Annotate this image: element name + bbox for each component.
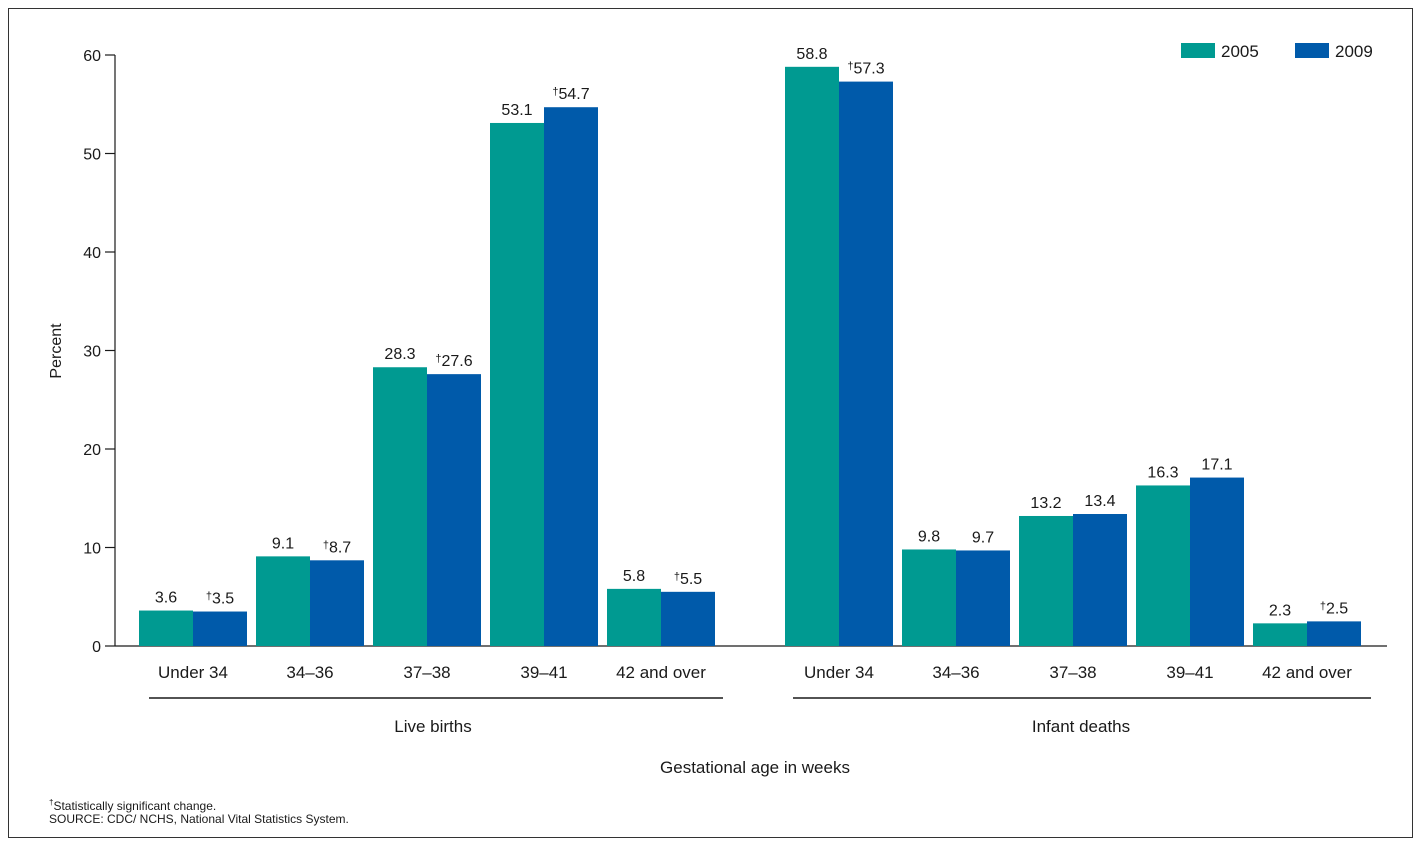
group-label: Live births	[394, 717, 471, 736]
data-label-value: 2.5	[1326, 600, 1348, 617]
data-label-value: 3.5	[212, 591, 234, 608]
bar-2005	[902, 549, 956, 646]
category-label: 37–38	[1049, 663, 1096, 682]
data-label: 9.7	[972, 529, 994, 546]
bar-2009	[427, 374, 481, 646]
category-label: 39–41	[520, 663, 567, 682]
dagger-mark: †	[674, 571, 680, 583]
legend-swatch-2009	[1295, 43, 1329, 58]
data-label: †57.3	[847, 61, 884, 78]
data-label: 3.6	[155, 590, 177, 607]
data-label-value: 8.7	[329, 539, 351, 556]
bar-2009	[193, 611, 247, 646]
data-label: 16.3	[1147, 464, 1178, 481]
data-label: †2.5	[1320, 600, 1348, 617]
legend-swatch-2005	[1181, 43, 1215, 58]
bar-2009	[1307, 621, 1361, 646]
bar-2009	[544, 107, 598, 646]
dagger-mark: †	[435, 353, 441, 365]
y-tick-label: 10	[83, 541, 101, 558]
bar-2005	[785, 66, 839, 646]
bar-2009	[1190, 477, 1244, 646]
bar-2009	[956, 550, 1010, 646]
bar-2005	[607, 588, 661, 646]
bar-2005	[490, 122, 544, 647]
group-label: Infant deaths	[1032, 717, 1130, 736]
data-label-value: 5.5	[680, 571, 702, 588]
bar-2005	[373, 367, 427, 646]
y-tick-label: 30	[83, 344, 101, 361]
x-axis-title: Gestational age in weeks	[660, 758, 850, 777]
bar-2009	[310, 560, 364, 646]
source-note: SOURCE: CDC/ NCHS, National Vital Statis…	[49, 812, 349, 826]
dagger-mark: †	[552, 86, 558, 98]
bar-2005	[1019, 515, 1073, 646]
figure-frame: 0 10 20 30 40 50 60 Percent 3.6 †3.5 Under 34 9.1 †8…	[8, 8, 1413, 838]
data-label: 5.8	[623, 568, 645, 585]
significance-text: Statistically significant change.	[53, 799, 217, 813]
data-label: 13.2	[1030, 495, 1061, 512]
legend-label-2005: 2005	[1221, 42, 1259, 61]
category-label: 34–36	[286, 663, 333, 682]
dagger-mark: †	[206, 591, 212, 603]
legend-label-2009: 2009	[1335, 42, 1373, 61]
y-tick-label: 0	[92, 639, 101, 656]
bar-2005	[139, 610, 193, 646]
y-tick-label: 60	[83, 48, 101, 65]
data-label: 13.4	[1084, 493, 1115, 510]
data-label-value: 54.7	[558, 86, 589, 103]
data-label: †8.7	[323, 539, 351, 556]
dagger-mark: †	[1320, 601, 1326, 613]
category-label: 39–41	[1166, 663, 1213, 682]
bar-2009	[661, 591, 715, 646]
bar-2005	[1136, 485, 1190, 646]
data-label: 58.8	[796, 46, 827, 63]
y-axis-title: Percent	[48, 323, 65, 379]
bar-2005	[1253, 623, 1307, 646]
dagger-mark: †	[847, 61, 853, 73]
dagger-mark: †	[49, 798, 54, 807]
category-label: 42 and over	[1262, 663, 1352, 682]
category-label: 42 and over	[616, 663, 706, 682]
category-label: Under 34	[804, 663, 874, 682]
data-label: 2.3	[1269, 602, 1291, 619]
category-label: Under 34	[158, 663, 228, 682]
significance-footnote: †Statistically significant change.	[49, 795, 216, 814]
y-tick-label: 20	[83, 442, 101, 459]
data-label: 9.8	[918, 528, 940, 545]
bar-2009	[839, 81, 893, 647]
data-label: †54.7	[552, 86, 589, 103]
data-label: 28.3	[384, 346, 415, 363]
data-label: †3.5	[206, 591, 234, 608]
bar-2005	[256, 556, 310, 646]
category-label: 34–36	[932, 663, 979, 682]
data-label: 17.1	[1201, 457, 1232, 474]
dagger-mark: †	[323, 539, 329, 551]
data-label: †5.5	[674, 571, 702, 588]
data-label: 53.1	[501, 102, 532, 119]
data-label-value: 27.6	[441, 353, 472, 370]
bar-2009	[1073, 514, 1127, 646]
data-label: †27.6	[435, 353, 472, 370]
category-label: 37–38	[403, 663, 450, 682]
y-tick-label: 50	[83, 147, 101, 164]
data-label-value: 57.3	[853, 61, 884, 78]
y-tick-label: 40	[83, 245, 101, 262]
data-label: 9.1	[272, 535, 294, 552]
